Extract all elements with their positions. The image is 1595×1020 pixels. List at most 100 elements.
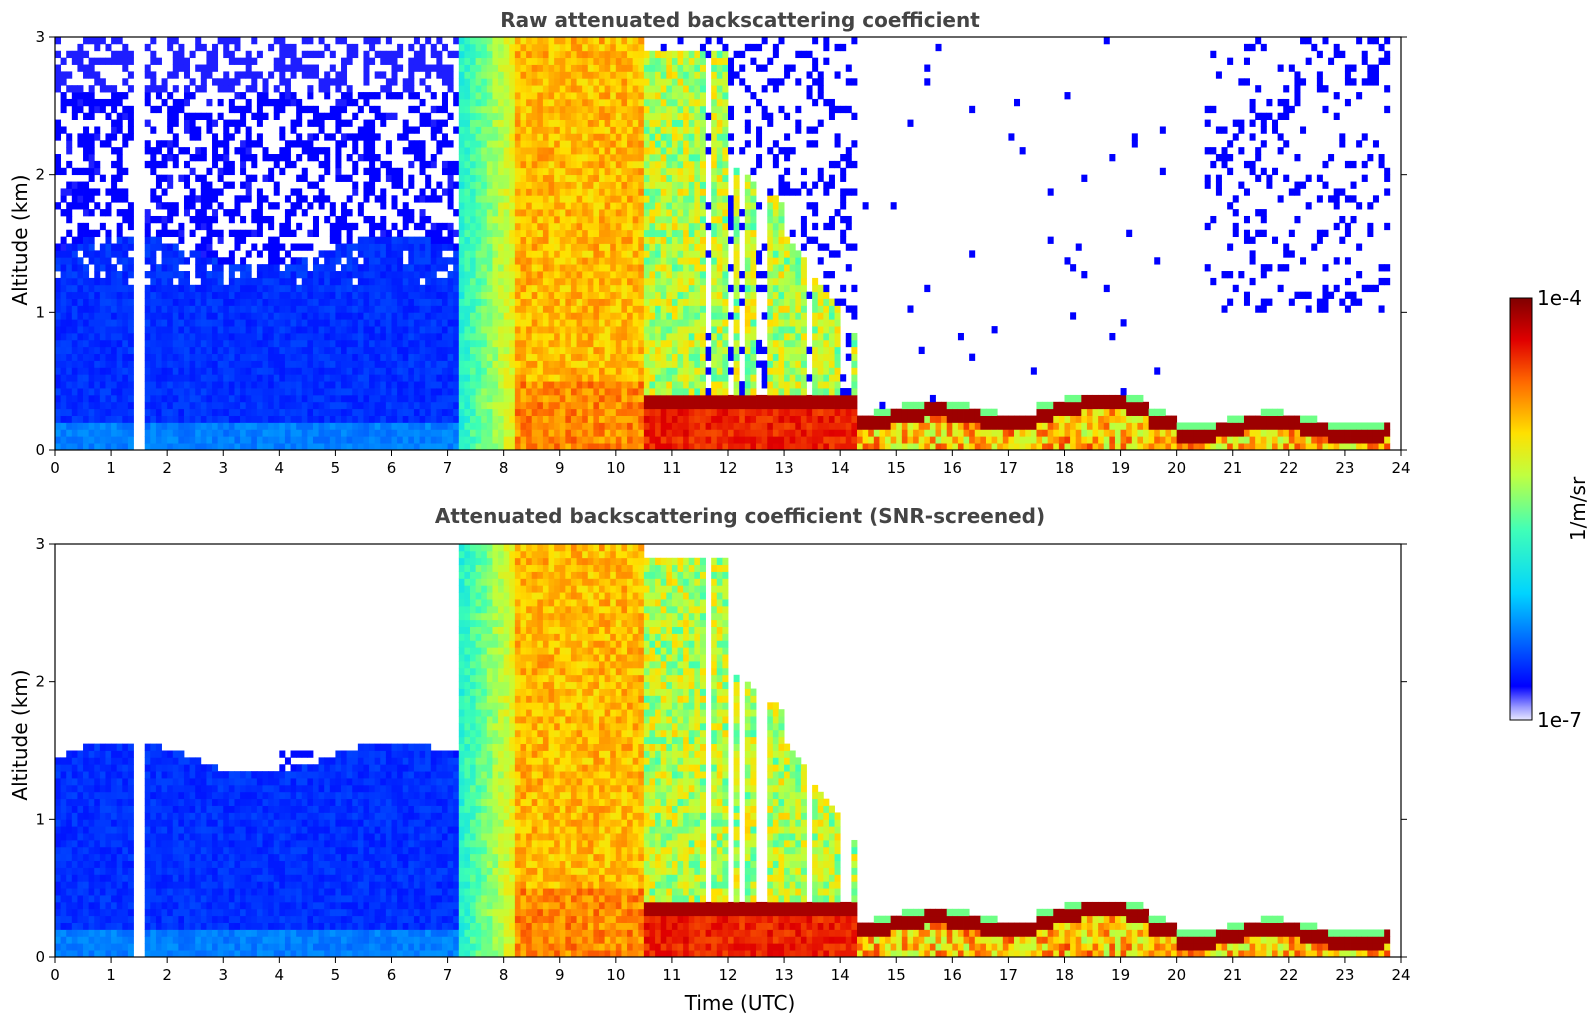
heatmap-cell (481, 388, 488, 396)
heatmap-cell (391, 436, 398, 444)
heatmap-cell (324, 147, 331, 155)
heatmap-cell (60, 98, 67, 107)
heatmap-cell (307, 353, 314, 361)
heatmap-cell (475, 415, 482, 423)
heatmap-cell (638, 250, 645, 258)
heatmap-cell (413, 291, 420, 299)
heatmap-cell (391, 388, 398, 396)
heatmap-cell (627, 243, 634, 251)
heatmap-cell (212, 160, 219, 169)
heatmap-cell (60, 105, 67, 114)
heatmap-cell (200, 236, 207, 244)
heatmap-cell (481, 298, 488, 306)
heatmap-cell (425, 271, 432, 279)
heatmap-cell (105, 298, 112, 306)
heatmap-cell (71, 332, 78, 341)
heatmap-cell (565, 277, 572, 286)
heatmap-cell (329, 202, 336, 210)
heatmap-cell (447, 277, 454, 286)
heatmap-cell (77, 326, 84, 334)
heatmap-cell (290, 291, 297, 299)
heatmap-cell (565, 326, 572, 334)
heatmap-cell (570, 78, 577, 86)
heatmap-cell (419, 243, 426, 251)
heatmap-cell (554, 112, 561, 120)
heatmap-cell (94, 37, 101, 45)
heatmap-cell (212, 443, 219, 451)
heatmap-cell (217, 443, 224, 451)
heatmap-cell (195, 408, 202, 416)
heatmap-cell (99, 243, 106, 251)
heatmap-cell (503, 443, 510, 451)
heatmap-cell (307, 291, 314, 299)
heatmap-cell (593, 43, 600, 52)
heatmap-cell (570, 388, 577, 396)
heatmap-cell (397, 319, 404, 327)
heatmap-cell (155, 284, 162, 293)
heatmap-cell (509, 415, 516, 423)
heatmap-cell (582, 429, 589, 437)
heatmap-cell (312, 133, 319, 141)
heatmap-cell (223, 119, 230, 127)
heatmap-cell (71, 291, 78, 299)
heatmap-cell (441, 415, 448, 423)
heatmap-cell (503, 319, 510, 327)
heatmap-cell (262, 174, 269, 182)
heatmap-cell (492, 374, 499, 382)
heatmap-cell (127, 112, 134, 120)
heatmap-cell (576, 401, 583, 410)
heatmap-cell (155, 436, 162, 444)
heatmap-cell (369, 422, 376, 430)
heatmap-cell (570, 181, 577, 189)
heatmap-cell (290, 346, 297, 355)
heatmap-cell (408, 443, 415, 451)
heatmap-cell (88, 37, 95, 45)
heatmap-cell (94, 367, 101, 375)
heatmap-cell (155, 312, 162, 320)
heatmap-cell (470, 388, 477, 396)
heatmap-cell (212, 339, 219, 348)
heatmap-cell (391, 298, 398, 306)
heatmap-cell (548, 374, 555, 382)
heatmap-cell (587, 353, 594, 361)
heatmap-cell (150, 436, 157, 444)
heatmap-cell (486, 257, 493, 265)
heatmap-cell (486, 284, 493, 293)
heatmap-cell (88, 353, 95, 361)
heatmap-cell (447, 222, 454, 231)
heatmap-cell (570, 126, 577, 134)
heatmap-cell (481, 257, 488, 265)
heatmap-cell (94, 436, 101, 444)
heatmap-cell (402, 209, 409, 217)
heatmap-cell (144, 360, 151, 368)
heatmap-cell (122, 374, 129, 382)
heatmap-cell (481, 353, 488, 361)
heatmap-cell (251, 388, 258, 396)
heatmap-cell (514, 119, 521, 127)
heatmap-cell (167, 250, 174, 258)
heatmap-cell (122, 388, 129, 396)
heatmap-cell (458, 57, 465, 65)
heatmap-cell (88, 57, 95, 65)
heatmap-cell (251, 401, 258, 410)
heatmap-cell (599, 332, 606, 341)
heatmap-cell (228, 50, 235, 59)
heatmap-cell (481, 236, 488, 244)
heatmap-cell (183, 195, 190, 203)
heatmap-cell (284, 415, 291, 423)
heatmap-cell (66, 202, 73, 210)
heatmap-cell (318, 85, 325, 93)
heatmap-cell (475, 202, 482, 210)
heatmap-cell (570, 381, 577, 389)
heatmap-cell (425, 401, 432, 410)
heatmap-cell (413, 154, 420, 162)
heatmap-cell (178, 50, 185, 59)
heatmap-cell (335, 388, 342, 396)
heatmap-cell (514, 147, 521, 155)
heatmap-cell (155, 243, 162, 251)
heatmap-cell (251, 443, 258, 451)
heatmap-cell (576, 346, 583, 355)
heatmap-cell (582, 57, 589, 65)
heatmap-cell (475, 181, 482, 189)
heatmap-cell (498, 50, 505, 59)
